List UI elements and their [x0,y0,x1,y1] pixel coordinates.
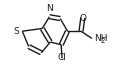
Text: N: N [46,4,52,13]
Text: O: O [79,14,86,23]
Text: S: S [13,27,19,36]
Text: NH: NH [93,34,106,43]
Text: Cl: Cl [57,53,66,62]
Text: 2: 2 [100,38,104,44]
